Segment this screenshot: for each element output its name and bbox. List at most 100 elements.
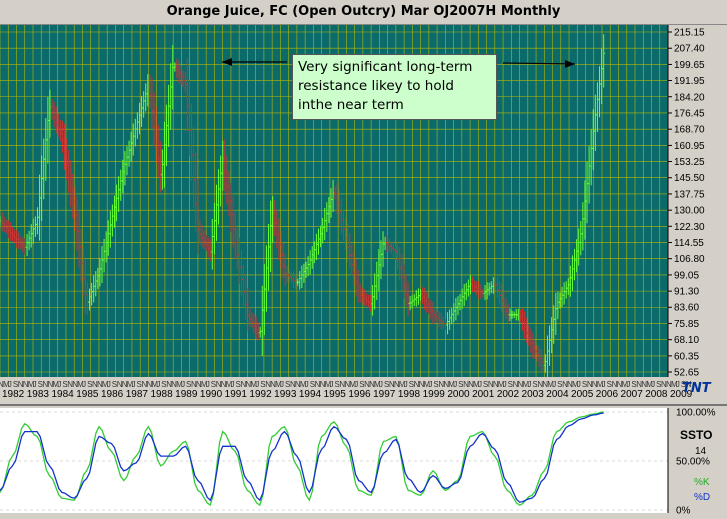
x-month-letter: N: [290, 380, 296, 389]
x-month-letter: M: [621, 380, 628, 389]
x-month-letter: M: [176, 380, 183, 389]
x-month-letter: S: [13, 380, 18, 389]
x-month-letter: M: [374, 380, 381, 389]
x-month-letter: N: [320, 380, 326, 389]
price-bars: [0, 34, 606, 378]
x-month-letter: J: [552, 380, 556, 389]
x-month-letter: S: [211, 380, 216, 389]
x-month-letter: N: [270, 380, 276, 389]
x-month-letter: S: [384, 380, 389, 389]
x-month-letter: J: [503, 380, 507, 389]
x-month-letter: M: [300, 380, 307, 389]
x-month-letter: J: [453, 380, 457, 389]
x-month-letter: N: [542, 380, 548, 389]
indicator-level-label: 50.00%: [676, 457, 710, 468]
indicator-axis: 100.00% 50.00% 0%: [667, 408, 716, 517]
x-year-label: 1984: [51, 389, 74, 400]
x-month-letter: M: [597, 380, 604, 389]
y-tick-label: 191.95: [674, 76, 705, 87]
x-month-letter: S: [409, 380, 414, 389]
right-arrow-head: [565, 60, 575, 68]
year-axis: 1982 1983 1984 1985 1986 1987 1988 1989 1990 1991…: [2, 389, 693, 400]
y-tick-label: 91.30: [674, 287, 699, 298]
x-month-letter: N: [166, 380, 172, 389]
x-month-letter: S: [161, 380, 166, 389]
x-month-letter: J: [231, 380, 235, 389]
x-year-label: 1988: [150, 389, 173, 400]
x-month-letter: J: [577, 380, 581, 389]
x-month-letter: M: [77, 380, 84, 389]
y-tick-label: 184.20: [674, 92, 705, 103]
x-month-letter: N: [686, 380, 692, 389]
x-year-label: 1983: [27, 389, 50, 400]
x-month-letter: M: [325, 380, 332, 389]
x-year-label: 1985: [76, 389, 99, 400]
x-month-letter: J: [330, 380, 334, 389]
x-year-label: 1986: [101, 389, 124, 400]
x-month-letter: J: [33, 380, 37, 389]
x-month-letter: N: [587, 380, 593, 389]
x-month-letter: N: [537, 380, 543, 389]
x-month-letter: S: [582, 380, 587, 389]
x-month-letter: N: [488, 380, 494, 389]
y-tick-label: 68.10: [674, 335, 699, 346]
x-month-letter: N: [567, 380, 573, 389]
y-tick-label: 60.35: [674, 351, 699, 362]
x-month-letter: N: [315, 380, 321, 389]
x-year-label: 1987: [126, 389, 149, 400]
x-month-letter: N: [97, 380, 103, 389]
x-month-letter: S: [87, 380, 92, 389]
x-month-letter: N: [617, 380, 623, 389]
x-month-letter: N: [122, 380, 128, 389]
x-month-letter: M: [28, 380, 35, 389]
x-month-letter: M: [523, 380, 530, 389]
x-year-label: 1996: [348, 389, 371, 400]
x-month-letter: S: [186, 380, 191, 389]
x-month-letter: N: [661, 380, 667, 389]
x-month-letter: S: [62, 380, 67, 389]
x-month-letter: N: [562, 380, 568, 389]
right-arrow-line: [502, 62, 576, 65]
x-month-letter: J: [651, 380, 655, 389]
x-month-letter: M: [250, 380, 257, 389]
x-month-letter: M: [448, 380, 455, 389]
x-year-label: 2009: [670, 389, 693, 400]
price-axis: 215.15 207.40 199.65 191.95 184.20 176.45 168.…: [667, 24, 705, 379]
x-month-letter: N: [146, 380, 152, 389]
x-year-label: 2000: [447, 389, 470, 400]
x-month-letter: J: [626, 380, 630, 389]
x-month-letter: N: [493, 380, 499, 389]
x-year-label: 2001: [472, 389, 495, 400]
y-tick-label: 114.55: [674, 238, 704, 249]
resistance-arrows: [222, 58, 576, 68]
x-month-letter: J: [428, 380, 432, 389]
x-year-label: 2003: [522, 389, 545, 400]
annotation-line: Very significant long-term: [298, 59, 473, 75]
x-month-letter: N: [191, 380, 197, 389]
x-month-letter: M: [226, 380, 233, 389]
k-legend-label: %K: [694, 477, 710, 488]
x-month-letter: M: [349, 380, 356, 389]
x-month-letter: N: [468, 380, 474, 389]
x-month-letter: J: [181, 380, 185, 389]
x-month-letter: N: [641, 380, 647, 389]
x-month-letter: N: [295, 380, 301, 389]
y-tick-label: 83.60: [674, 303, 699, 314]
x-year-label: 2008: [645, 389, 668, 400]
y-tick-label: 215.15: [674, 28, 705, 39]
x-month-letter: N: [389, 380, 395, 389]
annotation-box: Very significant long-term resistance li…: [292, 54, 497, 120]
x-month-letter: N: [666, 380, 672, 389]
x-month-letter: J: [255, 380, 259, 389]
y-tick-label: 160.95: [674, 141, 705, 152]
x-month-letter: N: [67, 380, 73, 389]
d-line: [0, 412, 604, 503]
indicator-level-label: 0%: [676, 506, 691, 517]
x-month-letter: N: [344, 380, 350, 389]
x-month-letter: N: [240, 380, 246, 389]
x-month-letter: N: [141, 380, 147, 389]
x-month-letter: N: [438, 380, 444, 389]
x-month-letter: N: [513, 380, 519, 389]
x-month-letter: J: [57, 380, 61, 389]
x-month-letter: S: [260, 380, 265, 389]
